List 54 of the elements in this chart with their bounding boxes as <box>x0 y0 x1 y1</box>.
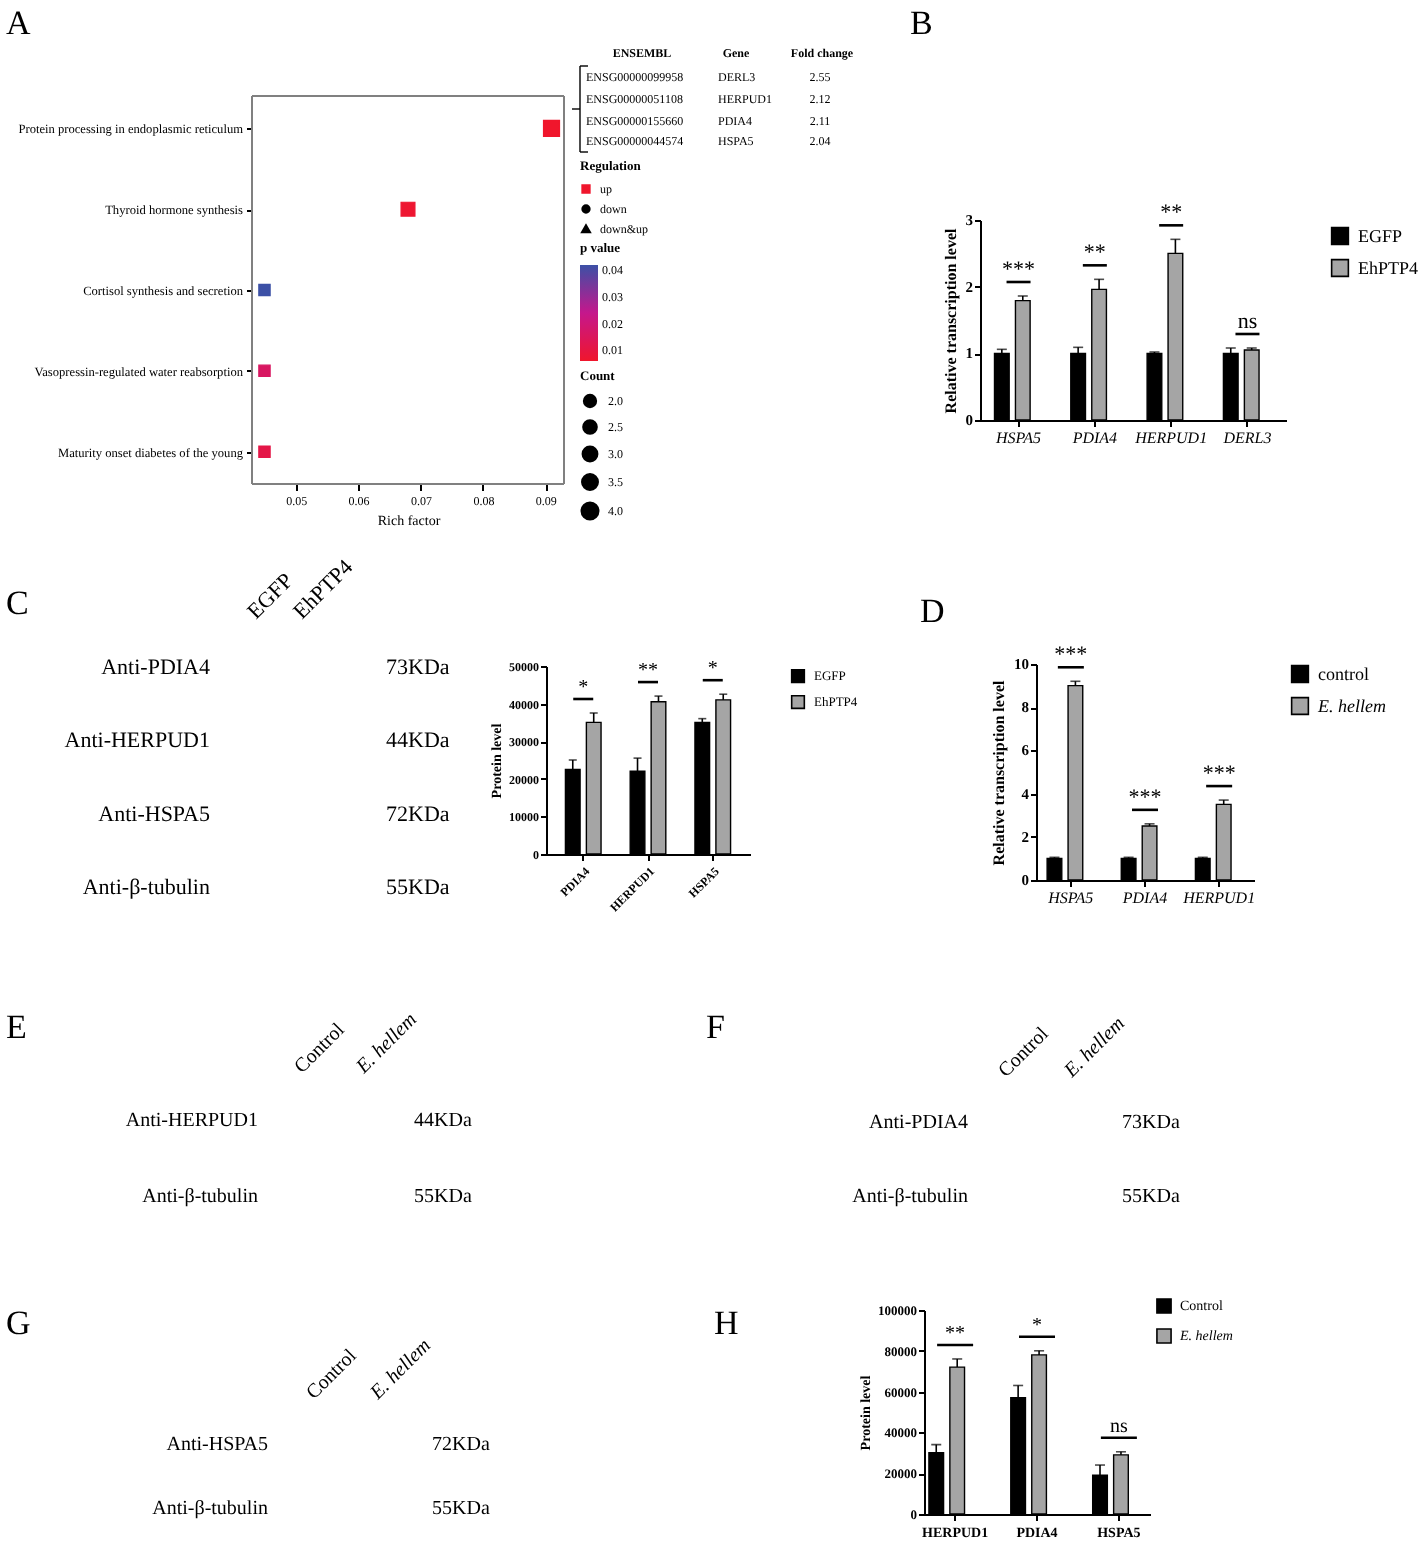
category-label: Anti-β-tubulin <box>852 1186 968 1208</box>
annotation: *** <box>1002 258 1036 282</box>
category-label: Anti-PDIA4 <box>869 1112 968 1134</box>
annotation: ns <box>1237 310 1258 334</box>
legend-label: EhPTP4 <box>1358 258 1420 278</box>
category-label: Anti-β-tubulin <box>152 1498 268 1520</box>
category-label: 73KDa <box>1122 1112 1180 1134</box>
x-tick-label: HERPUD1 <box>1133 429 1208 447</box>
category-label: Anti-β-tubulin <box>82 876 210 900</box>
category-label: 55KDa <box>386 876 450 900</box>
annotation: * <box>1032 1314 1042 1337</box>
annotation: ** <box>1160 201 1183 226</box>
chart-title: H <box>714 1304 739 1342</box>
category-label: 55KDa <box>432 1498 490 1520</box>
category-label: 55KDa <box>414 1186 472 1208</box>
category-label: Anti-PDIA4 <box>101 656 210 680</box>
annotation: * <box>707 658 718 681</box>
annotation: *** <box>1202 762 1236 787</box>
category-label: 72KDa <box>432 1434 490 1456</box>
category-label: 44KDa <box>414 1110 472 1132</box>
category-label: Anti-HSPA5 <box>166 1434 268 1456</box>
text: F <box>706 1008 725 1046</box>
x-tick-label: HSPA5 <box>1046 889 1094 907</box>
category-label: 72KDa <box>386 802 450 827</box>
text: C <box>6 584 29 622</box>
category-label: Anti-HERPUD1 <box>125 1110 258 1132</box>
category-label: Anti-HERPUD1 <box>64 729 210 754</box>
text: G <box>6 1304 31 1342</box>
category-label: Anti-β-tubulin <box>142 1186 258 1208</box>
legend-label: EGFP <box>1358 226 1403 246</box>
chart-title: A <box>6 4 32 42</box>
category-label: 44KDa <box>386 729 450 754</box>
category-label: 73KDa <box>386 656 450 680</box>
x-tick-label: DERL3 <box>1221 429 1272 447</box>
y-axis-title: Relative transcription level <box>990 679 1008 866</box>
annotation: ns <box>1109 1415 1128 1438</box>
category-label: 55KDa <box>1122 1186 1180 1208</box>
chart-title: D <box>920 592 945 630</box>
annotation: ** <box>638 660 658 683</box>
x-tick-label: HERPUD1 <box>1181 889 1256 907</box>
annotation: * <box>578 677 589 699</box>
annotation: *** <box>1128 785 1162 810</box>
annotation: ** <box>1083 241 1106 266</box>
legend-label: E. hellem <box>1316 696 1387 716</box>
text: E <box>6 1008 27 1046</box>
legend-label: control <box>1318 664 1370 684</box>
y-axis-title: Relative transcription level <box>941 227 960 414</box>
chart-title: B <box>910 4 933 42</box>
annotation: ** <box>945 1322 966 1345</box>
x-tick-label: HSPA5 <box>994 429 1042 447</box>
x-tick-label: PDIA4 <box>1070 429 1118 447</box>
category-label: Anti-HSPA5 <box>98 802 210 827</box>
x-tick-label: PDIA4 <box>1120 889 1168 907</box>
annotation: *** <box>1054 643 1088 668</box>
